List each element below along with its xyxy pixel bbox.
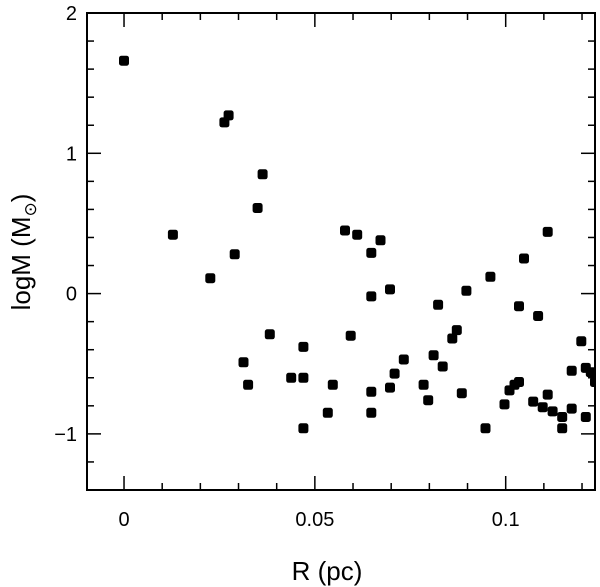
data-point (418, 379, 429, 390)
data-point (542, 226, 553, 237)
plot-frame (86, 12, 596, 491)
data-point (298, 423, 309, 434)
data-point (340, 225, 350, 236)
y-axis-title: logM (M⊙) (6, 194, 40, 311)
data-point (447, 333, 458, 344)
data-point (533, 311, 544, 321)
data-point (398, 354, 409, 365)
data-point (576, 336, 587, 347)
data-point (327, 379, 338, 390)
data-point (514, 301, 524, 312)
data-point (485, 271, 496, 282)
data-point (590, 377, 595, 387)
data-point (298, 341, 309, 352)
data-point (456, 388, 467, 399)
plot-area (119, 55, 595, 434)
data-point (585, 367, 595, 378)
data-point (286, 372, 297, 383)
y-tick-label: 0 (66, 284, 77, 306)
data-point (322, 407, 333, 418)
data-point (537, 402, 548, 413)
y-tick-label: −1 (54, 424, 77, 446)
data-point (366, 407, 377, 418)
x-tick-label: 0.05 (295, 509, 334, 531)
data-point (557, 423, 568, 434)
data-point (580, 412, 591, 422)
data-point (461, 285, 472, 296)
data-point (389, 368, 400, 379)
data-point (366, 247, 377, 258)
data-point (547, 406, 558, 417)
data-point (264, 329, 275, 340)
data-point (352, 229, 363, 240)
data-point (519, 253, 529, 264)
data-point (528, 396, 539, 407)
data-point (480, 423, 491, 434)
data-point (119, 55, 129, 66)
data-point (514, 377, 524, 387)
x-tick-label: 0 (118, 509, 129, 531)
data-point (366, 291, 377, 302)
data-point (223, 110, 234, 121)
data-point (451, 325, 462, 336)
y-axis-title-main: logM (M (6, 217, 36, 311)
data-point (557, 412, 568, 422)
y-axis-title-close: ) (6, 194, 36, 203)
x-tick-label: 0.1 (492, 509, 520, 531)
data-point (252, 203, 263, 213)
y-axis-title-group: logM (M⊙) (6, 194, 40, 311)
x-axis-title: R (pc) (292, 556, 363, 586)
y-tick-label: 1 (66, 143, 77, 165)
data-point (375, 235, 386, 246)
data-point (345, 330, 356, 341)
y-tick-label: 2 (66, 3, 77, 25)
data-point (428, 350, 439, 361)
data-point (229, 249, 240, 260)
data-point (566, 403, 577, 414)
data-point (385, 382, 395, 393)
data-point (366, 386, 377, 397)
data-point (433, 299, 444, 310)
data-point (542, 389, 553, 400)
data-point (499, 399, 510, 410)
y-axis-title-sun-symbol: ⊙ (21, 202, 40, 216)
data-point (167, 229, 178, 240)
data-point (257, 169, 268, 180)
data-point (243, 379, 254, 390)
data-point (205, 273, 216, 284)
data-point (437, 361, 448, 372)
data-point (298, 372, 309, 383)
data-point (423, 395, 434, 406)
data-point (238, 357, 249, 368)
data-point (566, 365, 577, 376)
tick-labels: 0 0.05 0.1 −1 0 1 2 (54, 3, 519, 531)
data-point (385, 284, 395, 295)
